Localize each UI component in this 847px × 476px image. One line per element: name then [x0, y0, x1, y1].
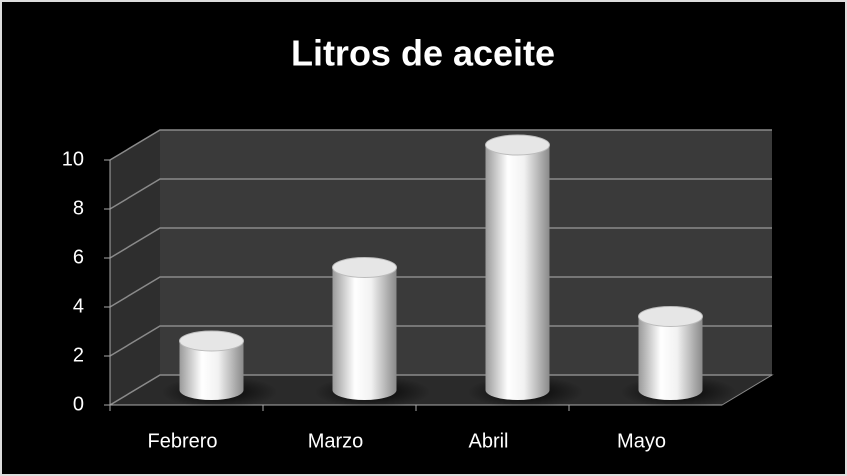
- chart-title: Litros de aceite: [291, 33, 555, 74]
- bar-top: [486, 135, 550, 155]
- x-tick-label: Abril: [468, 430, 508, 452]
- y-tick-label: 10: [62, 148, 84, 170]
- bar: [333, 268, 397, 401]
- bar-top: [333, 258, 397, 278]
- bar-top: [639, 307, 703, 327]
- page: {"chart_data": {"type": "bar", "title": …: [0, 0, 847, 476]
- chart: Litros de aceite 0 2 4 6 8 10 Febrero Marzo Abri…: [0, 0, 847, 476]
- y-tick-label: 2: [73, 344, 84, 366]
- y-tick-label: 8: [73, 197, 84, 219]
- bar-top: [180, 331, 244, 351]
- y-tick-label: 6: [73, 246, 84, 268]
- y-tick-label: 4: [73, 295, 84, 317]
- y-tick-label: 0: [73, 393, 84, 415]
- side-wall: [110, 130, 160, 405]
- bar: [486, 145, 550, 400]
- x-tick-label: Mayo: [617, 430, 666, 452]
- x-tick-label: Febrero: [147, 430, 217, 452]
- bar: [639, 317, 703, 401]
- x-tick-label: Marzo: [308, 430, 364, 452]
